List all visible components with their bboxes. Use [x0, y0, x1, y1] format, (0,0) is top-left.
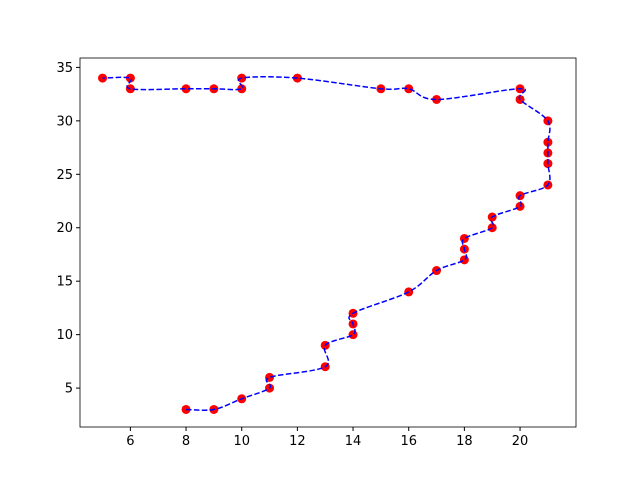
- point: [459, 233, 469, 243]
- point: [237, 73, 247, 83]
- x-tick-label: 10: [233, 434, 250, 449]
- point: [515, 201, 525, 211]
- plot-frame: [79, 57, 577, 428]
- x-tick-label: 20: [512, 434, 529, 449]
- y-tick-label: 5: [65, 382, 73, 397]
- y-tick-label: 35: [56, 61, 73, 76]
- y-tick-label: 30: [56, 114, 73, 129]
- point: [459, 255, 469, 265]
- x-tick-label: 16: [400, 434, 417, 449]
- x-tick-label: 14: [345, 434, 362, 449]
- x-tick-label: 8: [182, 434, 190, 449]
- point: [125, 84, 135, 94]
- line: [102, 76, 551, 412]
- point: [543, 137, 553, 147]
- y-tick-label: 25: [56, 168, 73, 183]
- point: [348, 330, 358, 340]
- point: [404, 84, 414, 94]
- point: [265, 372, 275, 382]
- x-tick-label: 6: [126, 434, 134, 449]
- x-tick-label: 12: [289, 434, 306, 449]
- point: [292, 73, 302, 83]
- y-tick-label: 20: [56, 221, 73, 236]
- y-tick-label: 15: [56, 275, 73, 290]
- point: [125, 73, 135, 83]
- point: [181, 84, 191, 94]
- point: [432, 94, 442, 104]
- point: [237, 84, 247, 94]
- x-tick-label: 18: [456, 434, 473, 449]
- y-tick-label: 10: [56, 328, 73, 343]
